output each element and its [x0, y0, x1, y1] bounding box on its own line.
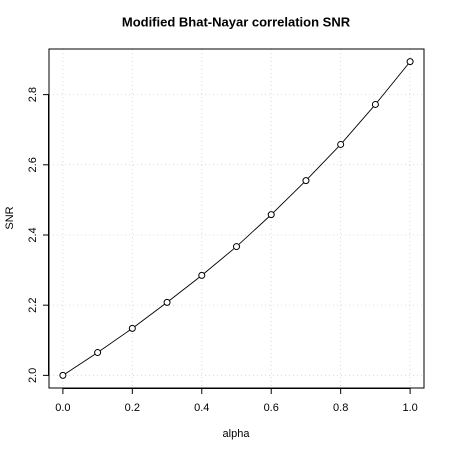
y-axis-label: SNR [4, 206, 16, 229]
data-point [163, 298, 171, 306]
y-tick-label: 2.2 [27, 298, 39, 313]
x-axis-label: alpha [223, 428, 251, 440]
data-point [337, 140, 345, 148]
data-point [128, 324, 136, 332]
data-point [59, 371, 67, 379]
y-tick-label: 2.8 [27, 87, 39, 102]
data-point [267, 211, 275, 219]
data-point [198, 271, 206, 279]
data-point [94, 349, 102, 357]
x-tick-label: 0.4 [194, 402, 209, 414]
x-tick-label: 0.0 [55, 402, 70, 414]
x-tick-label: 0.2 [125, 402, 140, 414]
x-tick-label: 0.8 [333, 402, 348, 414]
x-tick-label: 1.0 [402, 402, 417, 414]
chart-title: Modified Bhat-Nayar correlation SNR [122, 14, 351, 29]
data-point [233, 243, 240, 251]
y-tick-label: 2.6 [27, 157, 39, 172]
data-point [371, 100, 379, 108]
plot-frame [48, 48, 425, 389]
y-tick-label: 2.4 [27, 227, 39, 242]
data-point [406, 58, 414, 66]
series-line [62, 61, 411, 376]
x-tick-label: 0.6 [264, 402, 279, 414]
data-point [302, 177, 310, 185]
y-tick-label: 2.0 [27, 368, 39, 383]
